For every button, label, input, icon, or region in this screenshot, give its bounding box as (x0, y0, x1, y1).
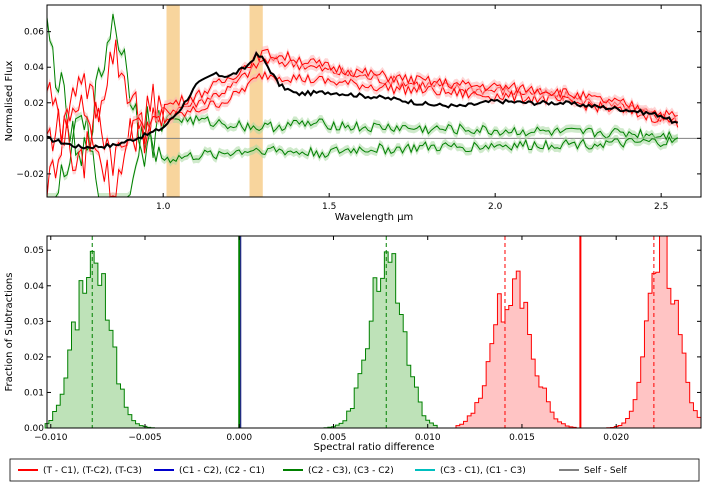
legend-box (9, 458, 700, 482)
mean-spectrum-line (46, 50, 679, 150)
legend-entry-label: Self - Self (584, 466, 628, 476)
y-tick-label: 0.01 (24, 388, 44, 398)
y-tick-label: 0.06 (24, 28, 44, 38)
legend-entry-label: (C3 - C1), (C1 - C3) (440, 466, 526, 476)
legend-entry-label: (C1 - C2), (C2 - C1) (179, 466, 265, 476)
legend: (T - C1), (T-C2), (T-C3) (C1 - C2), (C2 -… (9, 458, 700, 482)
x-tick-label: 0.010 (415, 433, 441, 443)
y-tick-label: 0.03 (24, 317, 44, 327)
spectrum-plot-border (46, 4, 702, 198)
histogram-panel: −0.010 −0.005 0.000 0.005 0.010 0.015 0.020 0.0… (4, 235, 702, 453)
histogram-x-axis-label: Spectral ratio difference (314, 442, 435, 453)
y-tick-label: 0.04 (24, 282, 44, 292)
x-tick-label: 1.5 (322, 202, 336, 212)
spectrum-x-axis-label: Wavelength μm (335, 212, 414, 223)
histogram-plot-border (46, 235, 702, 429)
x-tick-label: 2.5 (654, 202, 668, 212)
histogram-y-axis-label: Fraction of Subtractions (4, 273, 15, 392)
series-uncertainty-band (47, 9, 678, 171)
shaded-band (249, 5, 263, 197)
legend-entry-label: (T - C1), (T-C2), (T-C3) (43, 466, 142, 476)
spectrum-y-axis-label: Normalised Flux (4, 61, 15, 142)
histogram-distribution (455, 270, 577, 429)
histogram-distribution (323, 251, 438, 429)
histogram-distribution (44, 250, 155, 429)
x-tick-label: −0.005 (128, 433, 161, 443)
y-tick-label: 0.04 (24, 63, 44, 73)
y-tick-label: 0.00 (24, 424, 44, 434)
spectrum-panel: 1.0 1.5 2.0 2.5 −0.02 0.00 0.02 0.04 0.06 Wavele… (4, 4, 702, 223)
difference-series-line (46, 13, 678, 167)
x-tick-label: 0.020 (603, 433, 629, 443)
legend-entry-label: (C2 - C3), (C3 - C2) (308, 466, 394, 476)
difference-series-line (46, 48, 678, 198)
y-tick-label: −0.02 (16, 170, 44, 180)
y-tick-label: 0.02 (24, 99, 44, 109)
y-tick-label: 0.02 (24, 353, 44, 363)
x-tick-label: 0.000 (226, 433, 252, 443)
x-tick-label: 0.015 (509, 433, 535, 443)
series-uncertainty-band (47, 45, 678, 198)
x-tick-label: 1.0 (156, 202, 171, 212)
x-tick-label: 2.0 (488, 202, 503, 212)
series-uncertainty-band (47, 35, 678, 183)
x-tick-label: 0.005 (321, 433, 347, 443)
x-tick-label: −0.010 (34, 433, 68, 443)
difference-series-line (47, 106, 678, 198)
y-tick-label: 0.00 (24, 134, 44, 144)
y-tick-label: 0.05 (24, 246, 44, 256)
difference-series-line (46, 39, 679, 179)
